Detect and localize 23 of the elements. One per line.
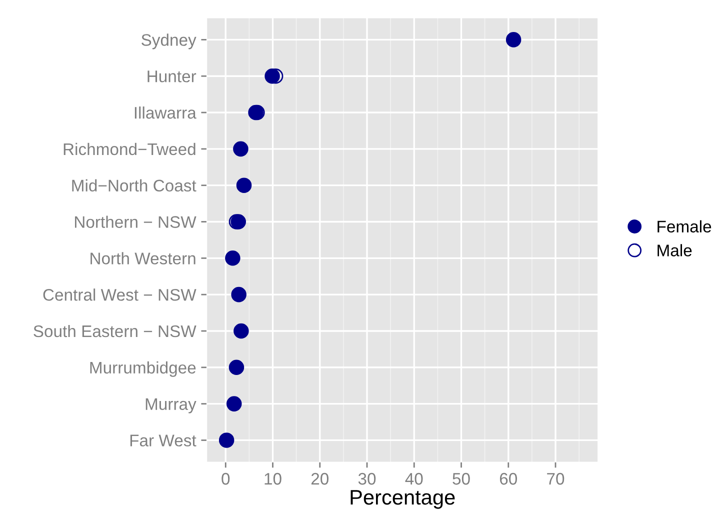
y-tick-label: Hunter	[148, 70, 196, 82]
y-tick-label: Central West − NSW	[43, 288, 196, 301]
y-tick-label: North Western	[90, 252, 196, 264]
x-tick-label: 70	[547, 472, 564, 485]
y-tick-label: South Eastern − NSW	[34, 324, 196, 338]
y-tick-label: Richmond−Tweed	[64, 142, 196, 156]
x-tick-label: 20	[311, 472, 328, 485]
y-tick-label: Murray	[146, 398, 196, 414]
x-tick-label: 40	[405, 472, 423, 485]
legend-label: Female	[658, 220, 712, 232]
y-tick-label: Mid−North Coast	[72, 179, 196, 192]
x-tick-label: 50	[452, 472, 470, 485]
y-tick-label: Sydney	[142, 34, 196, 50]
x-tick-label: 10	[264, 472, 282, 485]
x-axis-title: Percentage	[350, 490, 455, 509]
x-tick-label: 30	[358, 472, 376, 485]
legend-label: Male	[658, 244, 692, 256]
y-tick-label: Northern − NSW	[75, 216, 196, 228]
x-tick-label: 60	[500, 472, 517, 485]
x-tick-label: 0	[222, 472, 230, 485]
y-tick-label: Murrumbidgee	[90, 361, 196, 377]
y-tick-label: Far West	[130, 434, 196, 446]
y-tick-label: Illawarra	[134, 106, 196, 119]
